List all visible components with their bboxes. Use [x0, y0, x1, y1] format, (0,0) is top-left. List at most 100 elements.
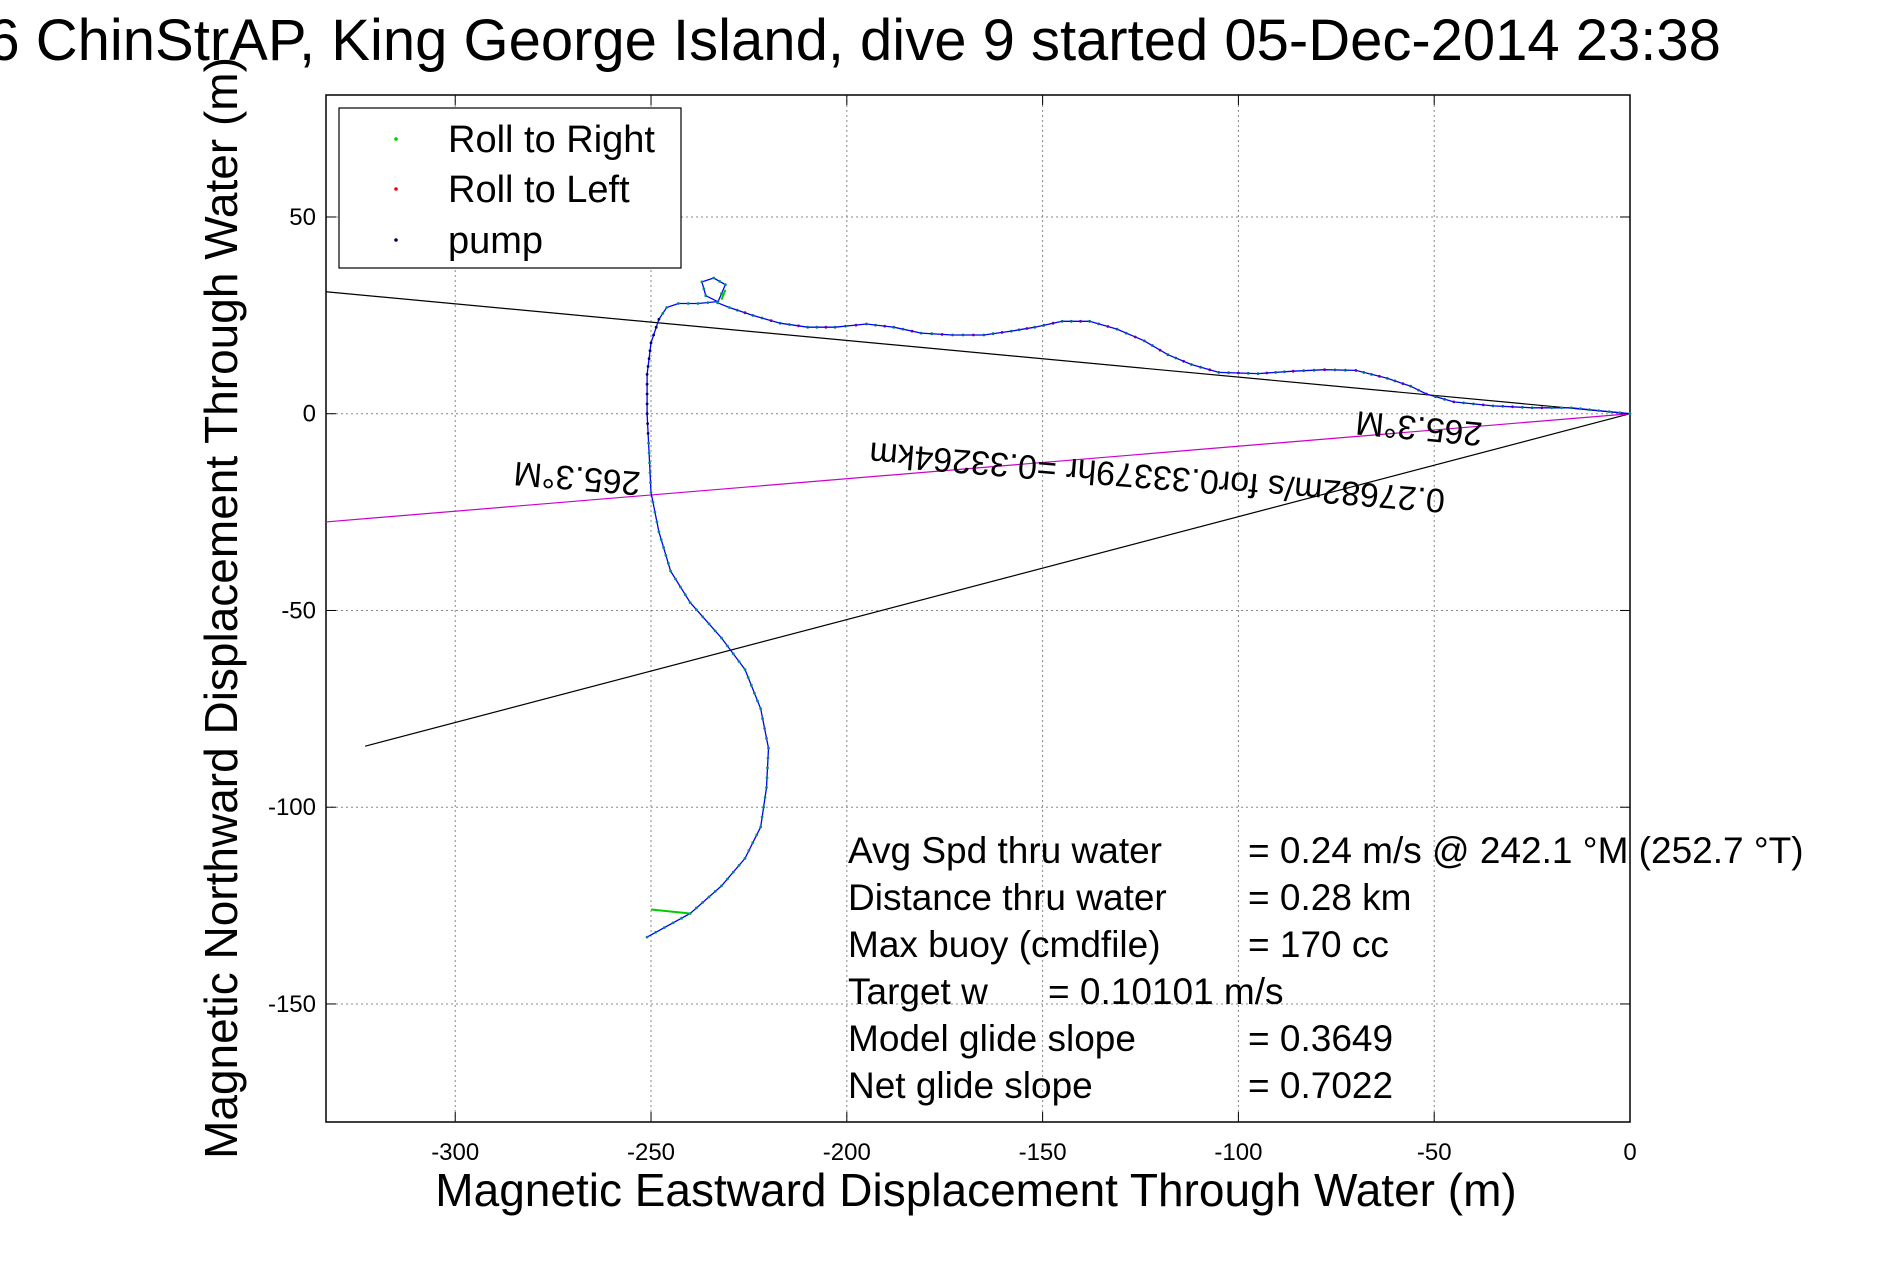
track-sample-point: [646, 365, 650, 368]
y-tick-label: -50: [281, 597, 316, 624]
x-tick-label: -50: [1417, 1139, 1452, 1166]
track-sample-point: [1051, 321, 1055, 325]
track-sample-point: [1069, 319, 1073, 323]
track-sample-point: [833, 325, 837, 329]
track-sample-point: [761, 717, 764, 721]
track-sample-point: [1124, 331, 1128, 335]
track-sample-point: [654, 930, 658, 934]
track-sample-point: [1017, 328, 1021, 332]
x-axis-label: Magnetic Eastward Displacement Through W…: [435, 1164, 1516, 1216]
y-tick-label: 0: [303, 401, 316, 428]
track-sample-point: [1511, 405, 1514, 409]
track-sample-point: [645, 382, 649, 386]
track-sample-point: [713, 629, 717, 633]
track-sample-point: [645, 402, 649, 406]
track-sample-point: [769, 319, 773, 322]
track-sample-point: [1291, 369, 1295, 373]
track-sample-point: [720, 884, 723, 888]
track-sample-point: [702, 287, 706, 291]
y-tick-label: -150: [268, 991, 316, 1018]
track-sample-point: [1097, 322, 1101, 326]
track-sample-point: [648, 471, 652, 475]
track-sample-point: [1597, 409, 1601, 412]
stat-avg-spd-label: Avg Spd thru water: [848, 830, 1162, 871]
stat-model-glide-value: = 0.3649: [1248, 1018, 1393, 1059]
track-sample-point: [1042, 323, 1046, 327]
track-sample-point: [1060, 319, 1064, 323]
track-sample-point: [1530, 406, 1534, 410]
track-sample-point: [982, 333, 986, 337]
track-sample-point: [645, 412, 649, 416]
y-axis-ticks: 50 0 -50 -100 -150: [268, 204, 1630, 1018]
stat-max-buoy-value: = 170 cc: [1248, 924, 1389, 965]
track-sample-point: [661, 312, 665, 315]
track-sample-point: [1115, 327, 1119, 331]
track-sample-point: [1628, 412, 1632, 416]
track-sample-point: [1033, 325, 1037, 329]
track-sample-point: [647, 451, 651, 455]
track-sample-point: [645, 392, 649, 396]
track-sample-point: [1520, 405, 1524, 409]
track-sample-point: [806, 325, 810, 329]
track-sample-point: [646, 432, 650, 435]
x-tick-label: -300: [431, 1139, 479, 1166]
track-sample-point: [1462, 401, 1465, 405]
track-sample-point: [763, 727, 766, 730]
current-line-line: [325, 413, 1631, 523]
track-sample-point: [854, 323, 858, 327]
track-sample-point: [1354, 369, 1358, 372]
stat-avg-spd-value: = 0.24 m/s @ 242.1 °M (252.7 °T): [1248, 830, 1804, 871]
track-sample-point: [1569, 406, 1573, 410]
track-sample-point: [765, 786, 768, 789]
track-sample-point: [951, 333, 954, 337]
track-sample-point: [1452, 400, 1456, 404]
track-sample-point: [688, 601, 692, 604]
stat-target-w-label: Target w: [848, 971, 988, 1012]
lower-bound-line: [365, 413, 1631, 747]
track-sample-point: [654, 325, 658, 329]
track-sample-point: [679, 585, 682, 589]
track-sample-point: [700, 280, 704, 284]
track-sample-point: [756, 699, 759, 703]
y-axis-label: Magnetic Northward Displacement Through …: [195, 57, 247, 1159]
track-sample-point: [665, 306, 669, 309]
track-sample-point: [766, 756, 770, 760]
track-sample-point: [1174, 356, 1178, 360]
glider-track: [645, 276, 1632, 939]
track-sample-point: [1560, 406, 1563, 410]
track-sample-point: [1425, 392, 1428, 396]
legend-label-pump: pump: [448, 220, 543, 262]
track-sample-point: [1579, 407, 1582, 411]
track-sample-point: [671, 921, 675, 925]
track-sample-point: [737, 863, 741, 867]
track-sample-point: [726, 644, 729, 648]
stat-max-buoy-label: Max buoy (cmdfile): [848, 924, 1161, 965]
track-sample-point: [1217, 371, 1221, 374]
track-sample-point: [892, 325, 896, 329]
track-sample-point: [695, 906, 698, 910]
track-sample-point: [701, 615, 705, 619]
track-sample-point: [1491, 404, 1495, 408]
track-sample-point: [648, 349, 652, 353]
track-sample-point: [1607, 410, 1611, 413]
track-sample-point: [649, 481, 652, 484]
track-sample-point: [753, 691, 756, 695]
track-sample-point: [716, 300, 719, 303]
y-tick-label: 50: [289, 204, 316, 231]
track-sample-point: [649, 341, 653, 345]
stat-distance-value: = 0.28 km: [1248, 877, 1412, 918]
track-sample-point: [930, 332, 934, 336]
track-sample-point: [720, 636, 723, 640]
roll-right-segment: [720, 289, 727, 300]
track-sample-point: [1133, 335, 1137, 339]
track-sample-point: [646, 422, 649, 425]
track-sample-point: [720, 292, 723, 296]
track-sample-point: [674, 577, 677, 581]
track-sample-point: [1256, 372, 1260, 375]
x-axis-ticks: -300 -250 -200 -150 -100 -50 0: [431, 95, 1637, 1166]
track-sample-point: [1385, 376, 1389, 380]
track-sample-point: [1323, 368, 1326, 372]
track-sample-point: [1550, 406, 1554, 410]
track-sample-point: [763, 796, 767, 799]
track-sample-point: [1025, 327, 1029, 330]
